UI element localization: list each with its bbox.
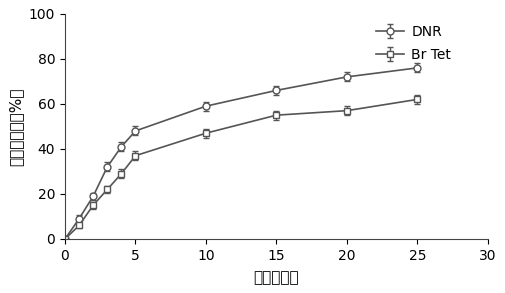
X-axis label: 时间（天）: 时间（天） <box>254 270 299 285</box>
Legend: DNR, Br Tet: DNR, Br Tet <box>376 25 451 62</box>
Y-axis label: 药物释放率（%）: 药物释放率（%） <box>9 87 23 166</box>
